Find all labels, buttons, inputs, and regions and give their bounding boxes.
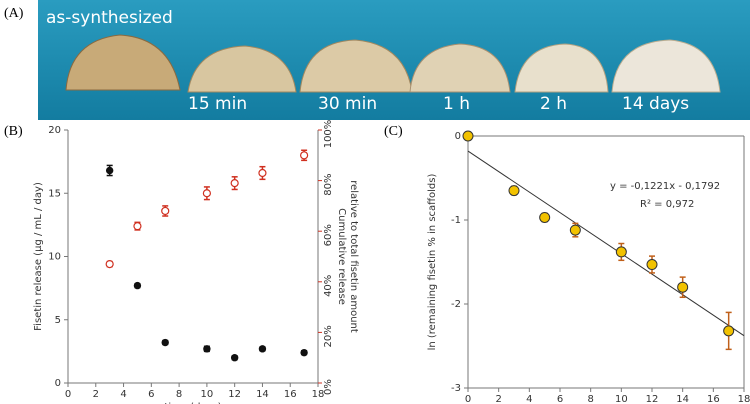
- x-tick-label: 14: [256, 389, 269, 400]
- x-tick-label: 18: [312, 389, 325, 400]
- y-axis-label: Fisetin release (μg / mL / day): [33, 182, 44, 331]
- y-tick-label: -1: [451, 215, 461, 226]
- x-tick-label: 8: [176, 389, 182, 400]
- point: [300, 151, 309, 160]
- x-tick-label: 18: [738, 394, 750, 404]
- y2-tick-label: 40%: [323, 275, 334, 297]
- x-axis-label: time (days): [164, 402, 221, 404]
- y2-axis-label: relative to total fisetin amount: [348, 180, 359, 333]
- y-axis-label: ln (remaining fisetin % in scaffolds): [427, 174, 438, 351]
- y-tick-label: -2: [451, 299, 461, 310]
- point: [230, 354, 239, 362]
- point: [462, 130, 474, 142]
- point: [677, 281, 689, 293]
- fit-r2: R² = 0,972: [640, 199, 694, 210]
- panel-label: (A): [4, 6, 24, 21]
- fit-line: [467, 150, 745, 337]
- fit-equation: y = -0,1221x - 0,1792: [610, 181, 720, 192]
- point: [161, 338, 169, 347]
- point: [133, 222, 142, 231]
- x-tick-label: 6: [557, 394, 563, 404]
- x-tick-label: 4: [120, 389, 126, 400]
- point: [230, 179, 239, 188]
- point: [615, 246, 627, 258]
- x-tick-label: 12: [646, 394, 659, 404]
- x-tick-label: 10: [201, 389, 214, 400]
- photo-label: 1 h: [443, 94, 470, 114]
- point: [539, 211, 551, 223]
- y2-tick-label: 80%: [323, 173, 334, 195]
- point: [646, 259, 658, 271]
- y2-tick-label: 60%: [323, 224, 334, 246]
- point: [258, 345, 267, 353]
- y2-tick-label: 0%: [323, 379, 334, 395]
- photo-label: 15 min: [188, 94, 247, 114]
- x-tick-label: 2: [93, 389, 99, 400]
- x-tick-label: 8: [587, 394, 593, 404]
- y-tick-label: -3: [451, 383, 461, 394]
- point: [569, 224, 581, 236]
- y-tick-label: 10: [48, 252, 61, 263]
- photo: as-synthesized 15 min 30 min 1 h 2 h 14 …: [38, 0, 750, 120]
- x-tick-label: 2: [495, 394, 501, 404]
- point: [258, 168, 267, 178]
- y-tick-label: 0: [55, 378, 61, 389]
- y2-tick-label: 100%: [323, 120, 334, 149]
- point: [202, 189, 211, 198]
- point: [105, 259, 114, 269]
- point: [105, 166, 114, 175]
- point: [133, 281, 142, 290]
- panel-label: (C): [384, 124, 403, 139]
- point: [300, 348, 308, 357]
- x-tick-label: 10: [615, 394, 628, 404]
- photo-label: as-synthesized: [46, 8, 173, 28]
- x-tick-label: 4: [526, 394, 532, 404]
- photo-label: 14 days: [622, 94, 689, 114]
- x-tick-label: 12: [228, 389, 241, 400]
- point: [508, 185, 520, 197]
- point: [723, 325, 735, 337]
- y-tick-label: 15: [48, 188, 61, 199]
- y2-axis-label: Cumulative release: [336, 208, 347, 305]
- y-tick-label: 20: [48, 125, 61, 136]
- x-tick-label: 0: [465, 394, 471, 404]
- point: [161, 206, 170, 216]
- photo-label: 30 min: [318, 94, 377, 114]
- x-tick-label: 6: [148, 389, 154, 400]
- point: [203, 345, 211, 353]
- photo-label: 2 h: [540, 94, 567, 114]
- y-tick-label: 0: [455, 131, 461, 142]
- panel-label: (B): [4, 124, 23, 139]
- y2-tick-label: 20%: [323, 325, 334, 347]
- x-tick-label: 0: [65, 389, 71, 400]
- x-tick-label: 14: [676, 394, 689, 404]
- x-tick-label: 16: [284, 389, 297, 400]
- x-tick-label: 16: [707, 394, 720, 404]
- y-tick-label: 5: [55, 315, 61, 326]
